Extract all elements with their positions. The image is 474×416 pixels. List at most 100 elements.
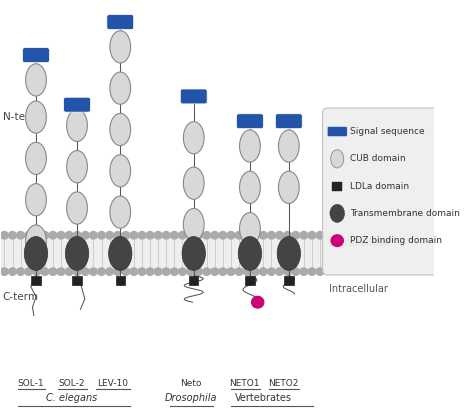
Circle shape (219, 232, 227, 239)
Ellipse shape (183, 208, 204, 240)
Circle shape (106, 232, 113, 239)
Circle shape (41, 232, 49, 239)
Text: C-term: C-term (3, 292, 39, 302)
Circle shape (235, 268, 243, 275)
FancyBboxPatch shape (107, 15, 134, 30)
Circle shape (300, 232, 308, 239)
Circle shape (17, 232, 25, 239)
Circle shape (0, 268, 9, 275)
Ellipse shape (238, 237, 262, 270)
Circle shape (211, 268, 219, 275)
Ellipse shape (110, 196, 131, 228)
Text: Vertebrates: Vertebrates (235, 393, 292, 403)
Text: SOL-1: SOL-1 (18, 379, 44, 388)
Circle shape (106, 268, 113, 275)
Text: Extracellular: Extracellular (328, 238, 390, 248)
Ellipse shape (67, 192, 87, 224)
Circle shape (49, 232, 57, 239)
Circle shape (171, 268, 178, 275)
Bar (116, 276, 125, 285)
Circle shape (284, 232, 292, 239)
Bar (284, 276, 293, 285)
Circle shape (187, 232, 194, 239)
Bar (189, 276, 199, 285)
FancyBboxPatch shape (23, 48, 49, 62)
Ellipse shape (110, 155, 131, 187)
Circle shape (179, 232, 186, 239)
Circle shape (73, 268, 81, 275)
Text: CUB domain: CUB domain (350, 154, 406, 163)
Circle shape (284, 268, 292, 275)
Ellipse shape (239, 171, 260, 203)
Circle shape (195, 232, 202, 239)
Circle shape (316, 232, 324, 239)
Circle shape (65, 232, 73, 239)
Circle shape (33, 232, 41, 239)
Ellipse shape (109, 237, 132, 270)
Text: LDLa domain: LDLa domain (350, 182, 410, 191)
Circle shape (138, 232, 146, 239)
Circle shape (146, 268, 154, 275)
Circle shape (65, 268, 73, 275)
Bar (72, 276, 82, 285)
Text: Drosophila: Drosophila (164, 393, 217, 403)
Ellipse shape (183, 167, 204, 199)
Text: PDZ binding domain: PDZ binding domain (350, 236, 442, 245)
Ellipse shape (278, 130, 299, 162)
Ellipse shape (182, 237, 205, 270)
Circle shape (195, 268, 202, 275)
Circle shape (0, 232, 9, 239)
Circle shape (146, 232, 154, 239)
Ellipse shape (330, 204, 345, 223)
Ellipse shape (26, 64, 46, 96)
Circle shape (162, 268, 170, 275)
Text: Signal sequence: Signal sequence (350, 127, 425, 136)
Ellipse shape (67, 109, 87, 141)
Ellipse shape (26, 225, 46, 257)
Circle shape (259, 232, 267, 239)
Circle shape (275, 232, 283, 239)
Circle shape (187, 268, 194, 275)
Circle shape (251, 268, 259, 275)
Circle shape (114, 232, 121, 239)
Circle shape (90, 232, 97, 239)
Circle shape (154, 268, 162, 275)
Ellipse shape (239, 130, 260, 162)
Circle shape (227, 268, 235, 275)
Text: N-term: N-term (3, 112, 39, 122)
Text: LEV-10: LEV-10 (98, 379, 128, 388)
Ellipse shape (239, 213, 260, 245)
Ellipse shape (110, 72, 131, 104)
Circle shape (227, 232, 235, 239)
Circle shape (122, 232, 130, 239)
FancyBboxPatch shape (237, 114, 264, 129)
Ellipse shape (67, 151, 87, 183)
Circle shape (49, 268, 57, 275)
Circle shape (243, 268, 251, 275)
Circle shape (203, 268, 210, 275)
Ellipse shape (277, 237, 301, 270)
Circle shape (57, 268, 65, 275)
Ellipse shape (24, 237, 48, 270)
Circle shape (308, 232, 316, 239)
Circle shape (292, 268, 300, 275)
Circle shape (122, 268, 130, 275)
Text: SOL-2: SOL-2 (59, 379, 85, 388)
FancyBboxPatch shape (322, 108, 447, 275)
Circle shape (82, 268, 89, 275)
Circle shape (17, 268, 25, 275)
Circle shape (82, 232, 89, 239)
FancyBboxPatch shape (180, 89, 207, 104)
Circle shape (292, 232, 300, 239)
Text: C. elegans: C. elegans (46, 393, 98, 403)
Circle shape (25, 268, 33, 275)
Circle shape (138, 268, 146, 275)
Circle shape (33, 268, 41, 275)
Circle shape (9, 232, 17, 239)
Circle shape (211, 232, 219, 239)
Circle shape (90, 268, 97, 275)
Bar (245, 276, 255, 285)
Ellipse shape (183, 121, 204, 154)
Circle shape (73, 232, 81, 239)
Ellipse shape (331, 150, 344, 168)
